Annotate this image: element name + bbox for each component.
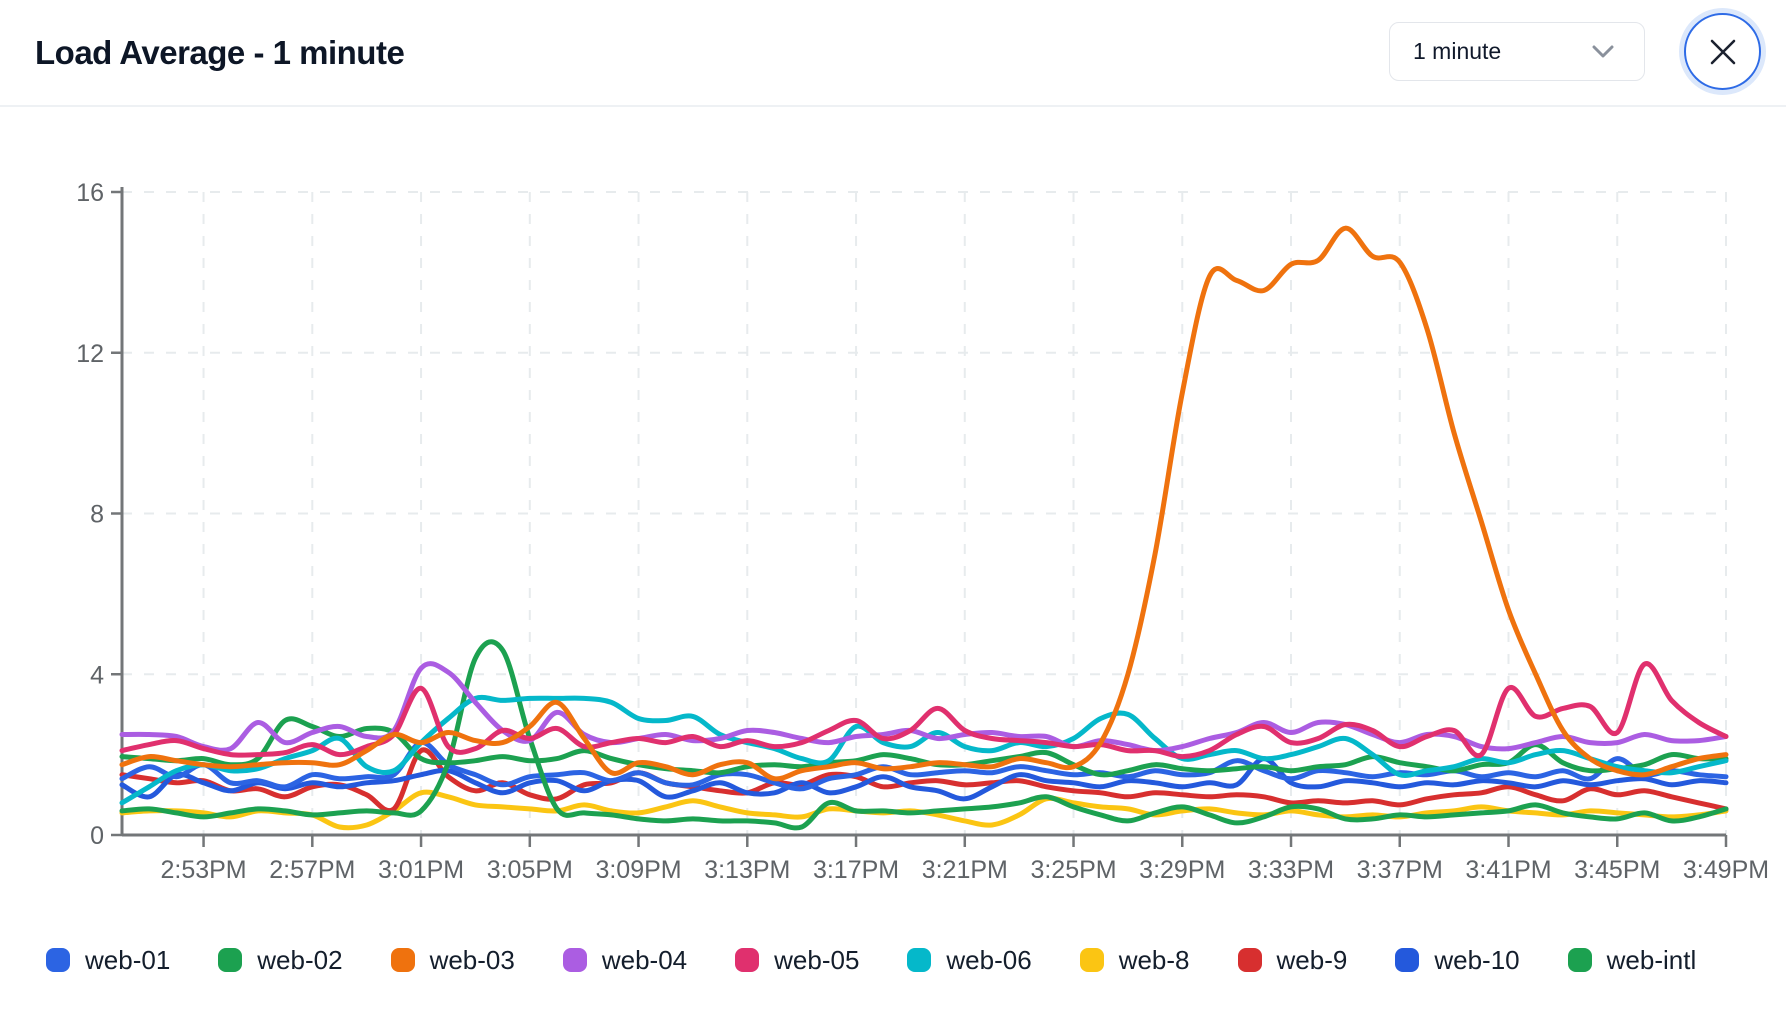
legend-item-web-02[interactable]: web-02: [218, 944, 343, 976]
legend-item-web-intl[interactable]: web-intl: [1567, 944, 1697, 976]
chevron-down-icon: [1592, 45, 1614, 57]
legend-item-web-05[interactable]: web-05: [735, 945, 859, 976]
series-line-web-9: [119, 747, 1729, 814]
legend-item-web-8[interactable]: web-8: [1079, 944, 1190, 976]
legend-label: web-9: [1276, 944, 1348, 975]
legend-swatch-icon: [1237, 948, 1262, 972]
legend-swatch-icon: [562, 948, 587, 972]
legend-item-web-01[interactable]: web-01: [46, 945, 170, 976]
series-line-web-04: [119, 661, 1729, 754]
legend-label: web-10: [1434, 944, 1520, 975]
x-axis-label: 3:29PM: [1139, 856, 1225, 884]
x-axis-label: 2:57PM: [269, 856, 355, 884]
x-axis-label: 3:09PM: [595, 856, 681, 884]
legend-item-web-9[interactable]: web-9: [1237, 944, 1348, 976]
x-axis-label: 3:21PM: [922, 856, 1008, 884]
x-axis-label: 3:01PM: [378, 856, 464, 884]
legend-label: web-01: [85, 944, 171, 975]
legend-item-web-03[interactable]: web-03: [390, 944, 515, 976]
legend-label: web-intl: [1606, 944, 1697, 975]
legend-label: web-03: [429, 944, 515, 975]
legend-label: web-05: [774, 944, 860, 975]
legend-label: web-04: [601, 944, 688, 975]
close-button[interactable]: [1684, 13, 1761, 90]
legend-swatch-icon: [218, 948, 243, 972]
x-axis-label: 3:49PM: [1683, 856, 1769, 884]
x-axis-label: 3:25PM: [1030, 856, 1116, 884]
legend-label: web-06: [946, 944, 1032, 975]
legend-swatch-icon: [907, 948, 932, 972]
series-line-web-06: [119, 694, 1729, 806]
series-line-web-05: [119, 661, 1729, 760]
series-line-web-02: [119, 639, 1729, 831]
close-icon: [1710, 39, 1735, 64]
legend-item-web-04[interactable]: web-04: [562, 944, 688, 976]
x-axis-label: 3:45PM: [1574, 856, 1660, 884]
panel-header: Load Average - 1 minute 1 minute: [0, 0, 1786, 107]
y-axis-label: 8: [90, 501, 104, 529]
x-axis-label: 3:05PM: [487, 856, 573, 884]
legend-item-web-06[interactable]: web-06: [907, 944, 1032, 976]
x-axis-label: 3:17PM: [813, 856, 899, 884]
legend-swatch-icon: [1395, 948, 1420, 972]
legend-swatch-icon: [46, 948, 70, 972]
interval-select[interactable]: 1 minute: [1389, 22, 1645, 81]
x-axis-label: 3:37PM: [1357, 856, 1443, 884]
legend-swatch-icon: [390, 948, 415, 972]
legend-swatch-icon: [735, 948, 760, 972]
series-line-web-03: [119, 225, 1729, 782]
page-title: Load Average - 1 minute: [35, 33, 405, 71]
series-line-web-10: [119, 756, 1729, 802]
y-axis-label: 0: [90, 822, 104, 850]
legend-label: web-02: [257, 944, 343, 975]
y-axis-label: 4: [90, 661, 104, 689]
x-axis-label: 2:53PM: [160, 856, 246, 884]
chart-legend: web-01 web-02 web-03 web-04 web-05 web-06 web-…: [46, 942, 1696, 978]
y-axis-label: 16: [76, 179, 104, 207]
legend-label: web-8: [1118, 944, 1190, 975]
x-axis-label: 3:13PM: [704, 856, 790, 884]
x-axis-label: 3:33PM: [1248, 856, 1334, 884]
legend-swatch-icon: [1567, 948, 1592, 972]
legend-swatch-icon: [1079, 948, 1104, 972]
y-axis-label: 12: [76, 340, 104, 368]
interval-select-value: 1 minute: [1413, 38, 1502, 64]
x-axis-label: 3:41PM: [1465, 856, 1551, 884]
legend-item-web-10[interactable]: web-10: [1395, 944, 1520, 976]
